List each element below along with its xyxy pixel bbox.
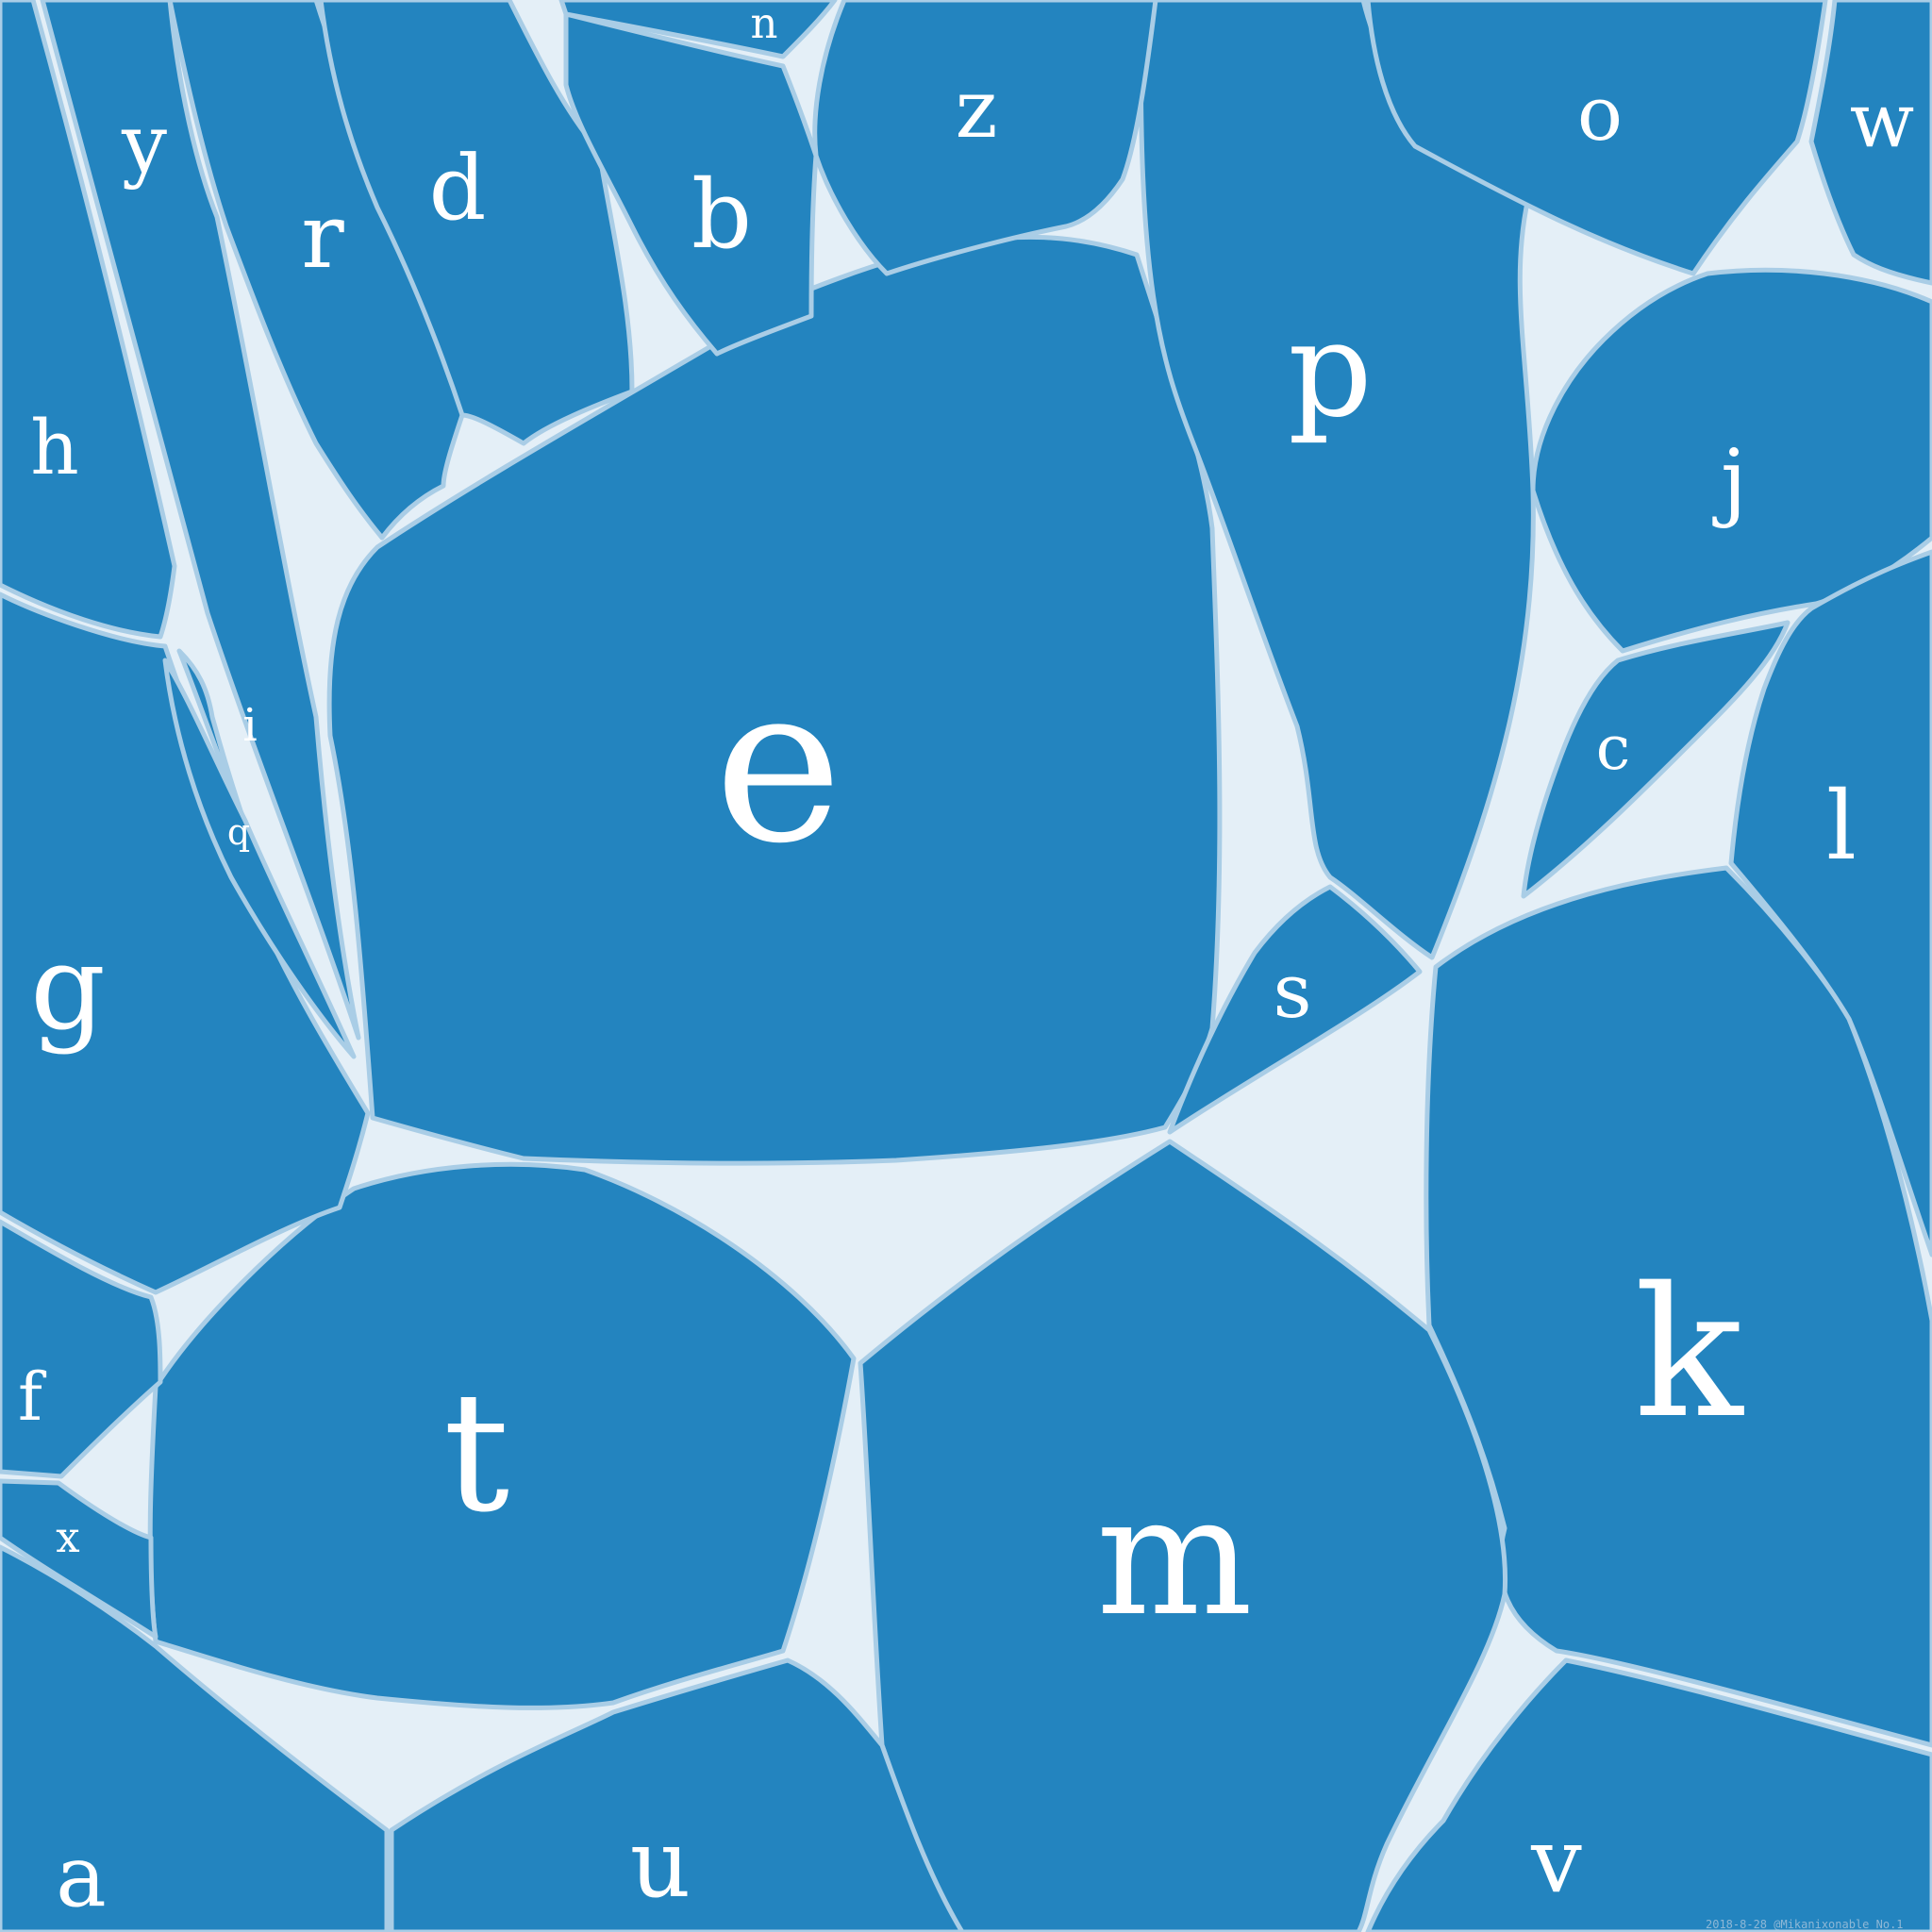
- label-i: i: [242, 699, 257, 752]
- credit-text: 2018-8-28 @Mikanixonable No.1: [1706, 1918, 1904, 1931]
- cell-w: [1808, 0, 1932, 286]
- label-w: w: [1850, 76, 1914, 164]
- cell-s: [1167, 884, 1423, 1135]
- label-x: x: [56, 1512, 79, 1562]
- label-s: s: [1273, 947, 1311, 1035]
- cell-q: [162, 658, 357, 1059]
- cell-v: [1365, 1657, 1932, 1932]
- cell-x: [0, 1478, 158, 1640]
- label-d: d: [429, 137, 487, 241]
- cell-c: [1521, 620, 1790, 899]
- label-b: b: [691, 159, 752, 270]
- label-z: z: [956, 63, 998, 157]
- label-p: p: [1288, 293, 1373, 447]
- cell-j: [1530, 267, 1932, 654]
- label-u: u: [630, 1808, 691, 1919]
- cell-y: [40, 0, 361, 1041]
- cell-n: [558, 0, 838, 59]
- cell-a: [0, 1544, 390, 1932]
- cell-k: [1424, 865, 1932, 1748]
- cell-u: [389, 1657, 965, 1932]
- cell-h: [0, 0, 177, 640]
- label-l: l: [1826, 771, 1857, 881]
- label-n: n: [751, 0, 778, 48]
- cell-m: [858, 1139, 1508, 1932]
- label-t: t: [443, 1357, 509, 1549]
- label-g: g: [30, 920, 106, 1057]
- label-a: a: [56, 1827, 107, 1926]
- cell-b: [563, 11, 819, 357]
- label-h: h: [30, 404, 79, 491]
- label-y: y: [121, 98, 167, 192]
- label-q: q: [227, 811, 250, 853]
- label-m: m: [1096, 1461, 1253, 1653]
- label-c: c: [1596, 713, 1630, 784]
- label-o: o: [1577, 70, 1623, 158]
- label-e: e: [714, 640, 842, 891]
- label-v: v: [1530, 1809, 1582, 1913]
- label-r: r: [301, 185, 344, 289]
- cell-p: [1138, 0, 1536, 960]
- cell-g: [0, 591, 371, 1295]
- cell-t: [147, 1161, 857, 1710]
- cell-z: [812, 0, 1158, 276]
- label-k: k: [1634, 1249, 1744, 1457]
- cell-f: [0, 1219, 163, 1479]
- cell-o: [1365, 0, 1828, 276]
- label-f: f: [18, 1358, 47, 1436]
